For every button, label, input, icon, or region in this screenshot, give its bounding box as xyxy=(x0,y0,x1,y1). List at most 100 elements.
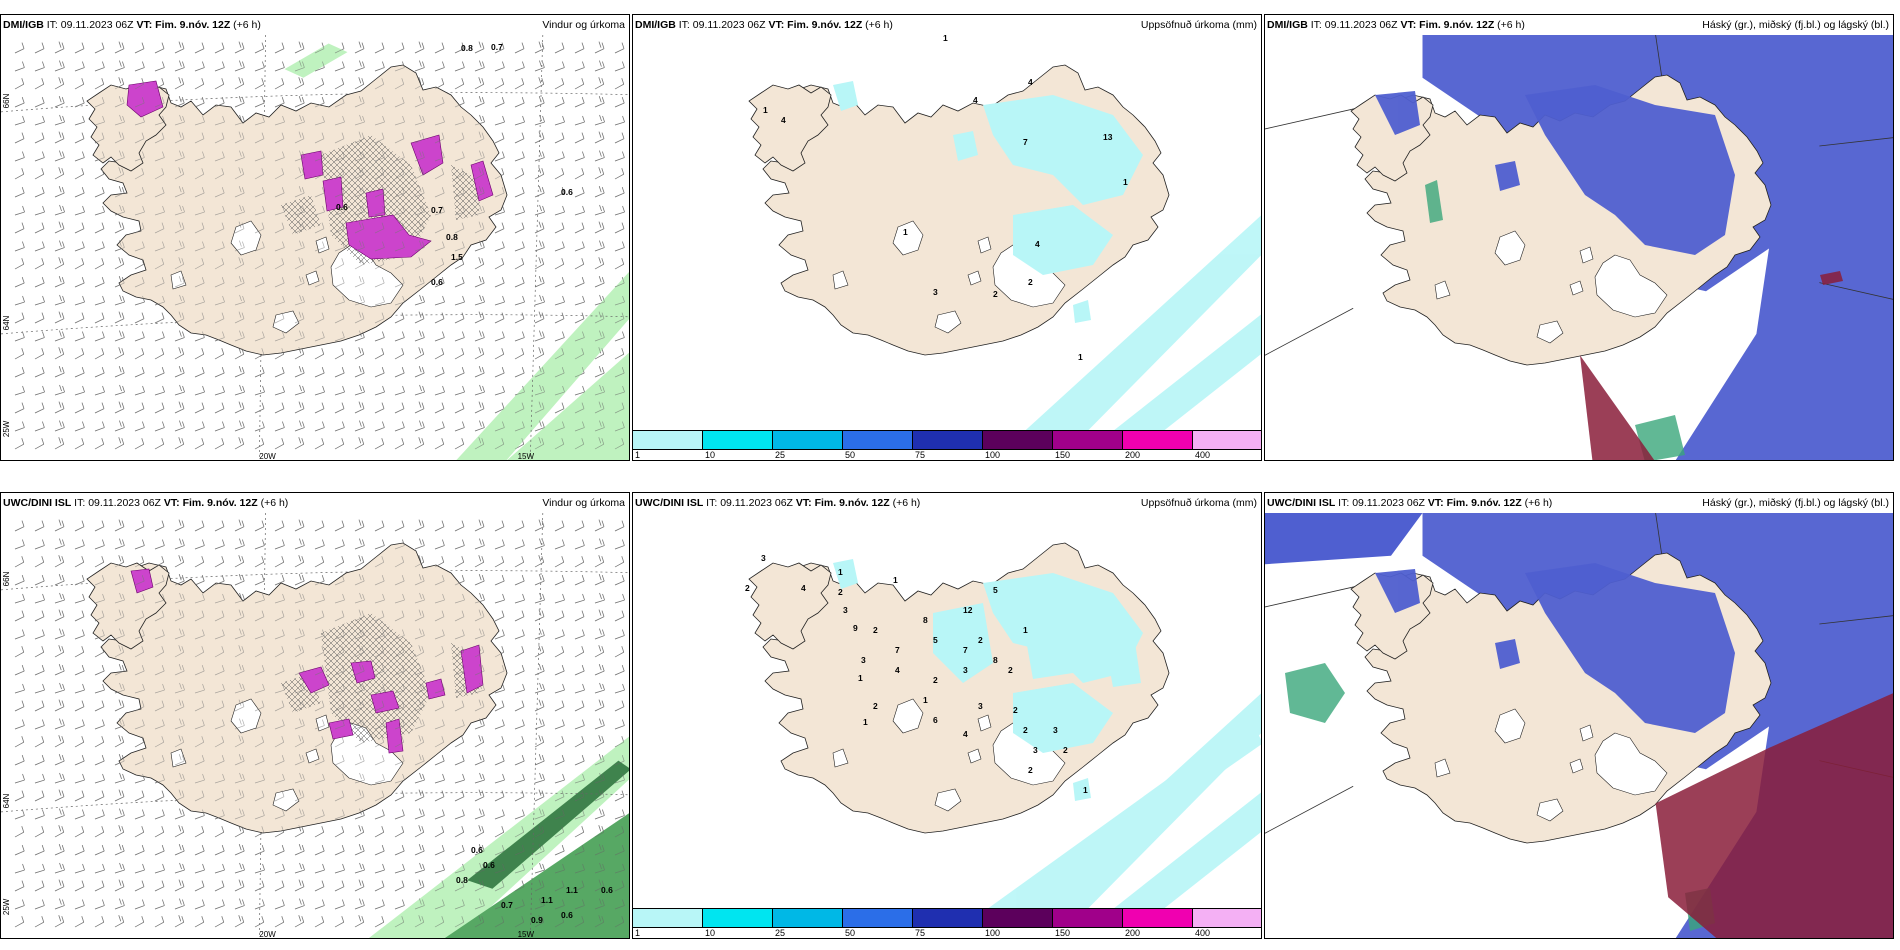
model-name: UWC/DINI ISL xyxy=(635,497,704,509)
value-label: 2 xyxy=(1028,277,1033,287)
vt-label: VT: xyxy=(795,497,812,509)
value-label: 0.6 xyxy=(483,860,495,870)
map-area xyxy=(1265,35,1893,460)
value-label: 8 xyxy=(993,655,998,665)
glacier-area xyxy=(1494,230,1526,266)
glacier-area xyxy=(230,220,262,256)
glacier-area xyxy=(230,698,262,734)
glacier-area xyxy=(330,722,404,786)
it-label: IT: xyxy=(46,19,58,31)
value-label: 2 xyxy=(1013,705,1018,715)
westfjords-land xyxy=(748,562,832,650)
value-label: 3 xyxy=(843,605,848,615)
colorbar-label: 1 xyxy=(635,928,641,938)
value-label: 4 xyxy=(1035,239,1040,249)
colorbar-label: 10 xyxy=(705,928,716,938)
glacier-area xyxy=(305,748,320,764)
value-label: 0.6 xyxy=(601,885,613,895)
value-label: 1.1 xyxy=(541,895,553,905)
wind-barbs xyxy=(14,41,625,450)
lead-time: (+6 h) xyxy=(1497,19,1525,31)
value-label: 2 xyxy=(1023,725,1028,735)
panel-header: DMI/IGB IT: 09.11.2023 06Z VT: Fim. 9.nó… xyxy=(1,15,629,35)
lead-time: (+6 h) xyxy=(260,497,289,509)
panel-uwc-wind: UWC/DINI ISL IT: 09.11.2023 06Z VT: Fim.… xyxy=(0,492,630,939)
value-label: 2 xyxy=(933,675,938,685)
colorbar-label: 200 xyxy=(1125,928,1141,938)
value-label: 3 xyxy=(761,553,766,563)
vt-value: Fim. 9.nóv. 12Z xyxy=(1419,19,1495,31)
value-label: 1 xyxy=(863,717,868,727)
value-label: 2 xyxy=(1063,745,1068,755)
panel-uwc-cloud: UWC/DINI ISL IT: 09.11.2023 06Z VT: Fim.… xyxy=(1264,492,1894,939)
glacier-area xyxy=(1594,254,1668,318)
cloud-low xyxy=(1580,271,1843,460)
value-label: 1 xyxy=(1078,352,1083,362)
glacier-area xyxy=(330,244,404,308)
cloud-over-land xyxy=(1375,85,1735,255)
value-label: 0.6 xyxy=(561,910,573,920)
panel-header: UWC/DINI ISL IT: 09.11.2023 06Z VT: Fim.… xyxy=(1265,493,1893,513)
glacier-area xyxy=(832,748,849,768)
field-name: Vindur og úrkoma xyxy=(542,19,625,31)
value-label: 2 xyxy=(1028,765,1033,775)
value-label: 1 xyxy=(903,227,908,237)
colorbar-swatch xyxy=(983,431,1053,449)
value-label: 5 xyxy=(933,635,938,645)
wind-barbs xyxy=(14,519,625,928)
value-label: 0.8 xyxy=(456,875,468,885)
glacier-area xyxy=(967,270,982,286)
glacier-area xyxy=(1434,280,1451,300)
vt-label: VT: xyxy=(163,497,180,509)
value-label: 2 xyxy=(873,701,878,711)
value-label: 1 xyxy=(763,105,768,115)
model-name: UWC/DINI ISL xyxy=(3,497,72,509)
colorbar: 1 10 25 50 75 100 150 200 400 xyxy=(633,430,1261,460)
value-label: 7 xyxy=(895,645,900,655)
model-name: DMI/IGB xyxy=(635,19,676,31)
precip-areas xyxy=(833,81,1143,323)
it-value: 09.11.2023 06Z xyxy=(60,19,134,31)
lead-time: (+6 h) xyxy=(892,497,921,509)
it-value: 09.11.2023 06Z xyxy=(88,497,161,509)
colorbar-label: 75 xyxy=(915,450,926,460)
value-label: 0.6 xyxy=(561,187,573,197)
colorbar-swatch xyxy=(773,909,843,927)
colorbar-swatches xyxy=(633,908,1261,928)
glacier-area xyxy=(272,310,300,334)
value-label: 3 xyxy=(933,287,938,297)
colorbar-label: 25 xyxy=(775,450,786,460)
westfjords-land xyxy=(748,84,832,172)
colorbar-swatch xyxy=(843,909,913,927)
value-label: 3 xyxy=(1033,745,1038,755)
value-label: 7 xyxy=(963,645,968,655)
vt-value: Fim. 9.nóv. 12Z xyxy=(1446,497,1522,509)
value-label: 0.7 xyxy=(501,900,513,910)
precip-areas xyxy=(833,559,1143,801)
colorbar-label: 100 xyxy=(985,928,1001,938)
panel-header: UWC/DINI ISL IT: 09.11.2023 06Z VT: Fim.… xyxy=(1,493,629,513)
value-label: 0.6 xyxy=(336,202,348,212)
colorbar-swatch xyxy=(773,431,843,449)
it-value: 09.11.2023 06Z xyxy=(1324,19,1398,31)
colorbar-swatch xyxy=(1123,431,1193,449)
value-label: 6 xyxy=(933,715,938,725)
glacier-area xyxy=(1579,246,1594,264)
precip-blobs xyxy=(126,80,494,260)
map-area: 0.6 0.8 0.6 0.7 1.1 0.9 0.6 1.1 0.6 66N 64N 25W 20W 1… xyxy=(1,513,629,938)
model-name: UWC/DINI ISL xyxy=(1267,497,1336,509)
lat-label-66n: 66N xyxy=(2,571,11,586)
it-value: 09.11.2023 06Z xyxy=(692,19,766,31)
colorbar-label: 400 xyxy=(1195,928,1211,938)
value-label: 3 xyxy=(963,665,968,675)
cloud-green xyxy=(1425,180,1685,460)
panel-dmi-cloud: DMI/IGB IT: 09.11.2023 06Z VT: Fim. 9.nó… xyxy=(1264,14,1894,461)
colorbar-label: 150 xyxy=(1055,450,1071,460)
colorbar-swatch xyxy=(703,909,773,927)
glacier-area xyxy=(1594,732,1668,796)
value-label: 1.5 xyxy=(451,252,463,262)
vt-label: VT: xyxy=(136,19,153,31)
value-label: 0.9 xyxy=(531,915,543,925)
colorbar-swatch xyxy=(1193,909,1261,927)
it-value: 09.11.2023 06Z xyxy=(720,497,793,509)
